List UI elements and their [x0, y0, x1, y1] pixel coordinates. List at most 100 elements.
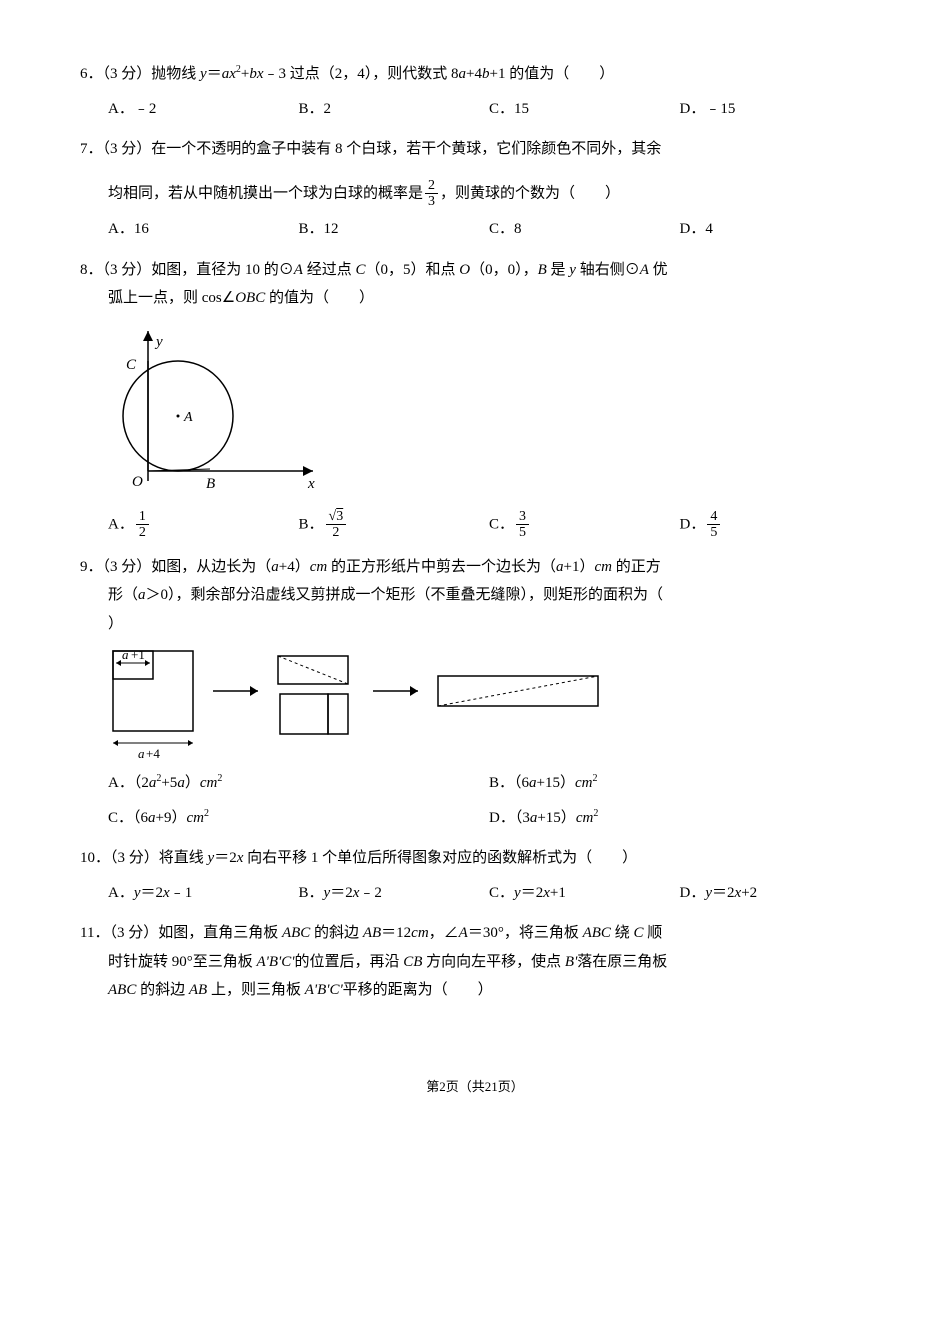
q10-opt-c: C．y＝2x+1 — [489, 879, 680, 908]
q11-l1b: 的斜边 — [310, 925, 363, 941]
q6-body2: +4 — [466, 66, 482, 82]
q8-l1e: 是 — [547, 262, 570, 278]
question-10: 10．（3 分）将直线 y＝2x 向右平移 1 个单位后所得图象对应的函数解析式… — [80, 844, 870, 907]
footer-d: 21 — [485, 1079, 498, 1094]
page-footer: 第2页（共21页） — [80, 1075, 870, 1100]
q10-opt-b: B．y＝2x﹣2 — [299, 879, 490, 908]
q11-line1: 11．（3 分）如图，直角三角板 ABC 的斜边 AB＝12cm，∠A＝30°，… — [80, 919, 870, 948]
q11-line2: 时针旋转 90°至三角板 A'B'C'的位置后，再沿 CB 方向向左平移，使点 … — [108, 948, 870, 977]
q6-opt-b: B．2 — [299, 95, 490, 124]
q9-oa3: ） — [185, 775, 200, 791]
q9-options: A．（2a2+5a）cm2 B．（6a+15）cm2 C．（6a+9）cm2 D… — [108, 769, 870, 832]
q11-l3c: 平移的距离为（ ） — [343, 982, 493, 998]
q9-l2a: 形（ — [108, 587, 138, 603]
q9-od1: D．（3 — [489, 810, 530, 826]
q6-body: 过点（2，4），则代数式 8 — [290, 66, 459, 82]
svg-text:x: x — [307, 476, 315, 492]
q9-l1e: 的正方 — [612, 559, 661, 575]
q9-oa1: A．（2 — [108, 775, 149, 791]
q8-line1: 8．（3 分）如图，直径为 10 的⊙A 经过点 C（0，5）和点 O（0，0）… — [80, 256, 870, 285]
q9-l2b: ＞0），剩余部分沿虚线又剪拼成一个矩形（不重叠无缝隙），则矩形的面积为（ — [146, 587, 664, 603]
svg-text:a: a — [138, 746, 145, 761]
q7-opt-d: D．4 — [680, 215, 871, 244]
q11-l1c: ＝12 — [381, 925, 411, 941]
q8-l2b: 的值为（ ） — [265, 290, 374, 306]
q9-line2: 形（a＞0），剩余部分沿虚线又剪拼成一个矩形（不重叠无缝隙），则矩形的面积为（ — [108, 581, 870, 610]
q9-oc2: +9） — [156, 810, 187, 826]
q9-line3: ） — [108, 610, 870, 639]
q10-t2: 向右平移 1 个单位后所得图象对应的函数解析式为（ ） — [243, 850, 637, 866]
q8-l1f: 轴右侧⊙ — [576, 262, 640, 278]
q8-opt-c: C．35 — [489, 509, 680, 541]
q10-ob: B． — [299, 885, 324, 901]
svg-text:B: B — [206, 476, 215, 492]
q9-l1a: 9．（3 分）如图，从边长为（ — [80, 559, 271, 575]
question-6: 6．（3 分）抛物线 y＝ax2+bx﹣3 过点（2，4），则代数式 8a+4b… — [80, 60, 870, 123]
footer-a: 第 — [426, 1079, 439, 1094]
question-7: 7．（3 分）在一个不透明的盒子中装有 8 个白球，若干个黄球，它们除颜色不同外… — [80, 135, 870, 244]
question-11: 11．（3 分）如图，直角三角板 ABC 的斜边 AB＝12cm，∠A＝30°，… — [80, 919, 870, 1005]
q9-l1b: +4） — [279, 559, 310, 575]
q7-line2b: ，则黄球的个数为（ ） — [440, 185, 620, 201]
q11-l2c: 方向向左平移，使点 — [422, 954, 565, 970]
q6-num: 6．（3 分）抛物线 — [80, 66, 200, 82]
fraction-2-3: 23 — [425, 178, 438, 210]
svg-text:y: y — [154, 334, 163, 350]
q6-opt-c: C．15 — [489, 95, 680, 124]
q11-l2d: 落在原三角板 — [577, 954, 667, 970]
svg-text:+1: +1 — [131, 647, 145, 662]
q9-svg: a+1 a +1 a +4 — [108, 646, 628, 761]
q6-body3: +1 的值为（ ） — [490, 66, 615, 82]
q11-l1f: 绕 — [611, 925, 634, 941]
question-9: 9．（3 分）如图，从边长为（a+4）cm 的正方形纸片中剪去一个边长为（a+1… — [80, 553, 870, 833]
q10-text: 10．（3 分）将直线 y＝2x 向右平移 1 个单位后所得图象对应的函数解析式… — [80, 844, 870, 873]
q8-opt-a: A．12 — [108, 509, 299, 541]
q9-opt-d: D．（3a+15）cm2 — [489, 804, 870, 833]
q8-l2a: 弧上一点，则 cos∠ — [108, 290, 235, 306]
svg-text:C: C — [126, 357, 137, 373]
q9-oa2: +5 — [161, 775, 177, 791]
q10-oa: A． — [108, 885, 134, 901]
footer-c: 页（共 — [446, 1079, 485, 1094]
q8-line2: 弧上一点，则 cos∠OBC 的值为（ ） — [108, 284, 870, 313]
q11-l2b: 的位置后，再沿 — [294, 954, 403, 970]
q10-options: A．y＝2x﹣1 B．y＝2x﹣2 C．y＝2x+1 D．y＝2x+2 — [108, 879, 870, 908]
q9-figure: a+1 a +1 a +4 — [108, 646, 870, 761]
q8-l1a: 8．（3 分）如图，直径为 10 的⊙ — [80, 262, 294, 278]
q8-opt-d-label: D． — [680, 516, 706, 532]
q8-opt-a-label: A． — [108, 516, 134, 532]
q9-opt-b: B．（6a+15）cm2 — [489, 769, 870, 798]
q7-options: A．16 B．12 C．8 D．4 — [108, 215, 870, 244]
q11-l3b: 上，则三角板 — [207, 982, 305, 998]
q6-text: 6．（3 分）抛物线 y＝ax2+bx﹣3 过点（2，4），则代数式 8a+4b… — [80, 60, 870, 89]
q7-line2a: 均相同，若从中随机摸出一个球为白球的概率是 — [108, 185, 423, 201]
q8-opt-c-label: C． — [489, 516, 514, 532]
q7-line2: 均相同，若从中随机摸出一个球为白球的概率是23，则黄球的个数为（ ） — [108, 178, 870, 210]
q11-l2a: 时针旋转 90°至三角板 — [108, 954, 257, 970]
q10-t1: 10．（3 分）将直线 — [80, 850, 208, 866]
q10-opt-a: A．y＝2x﹣1 — [108, 879, 299, 908]
q8-options: A．12 B．√32 C．35 D．45 — [108, 509, 870, 541]
q8-l1d: （0，0）， — [470, 262, 538, 278]
question-8: 8．（3 分）如图，直径为 10 的⊙A 经过点 C（0，5）和点 O（0，0）… — [80, 256, 870, 541]
q7-opt-a: A．16 — [108, 215, 299, 244]
q8-l1b: 经过点 — [303, 262, 356, 278]
q10-od: D． — [680, 885, 706, 901]
svg-text:O: O — [132, 474, 143, 490]
q8-figure: y x C O A B — [108, 321, 870, 501]
q7-line1: 7．（3 分）在一个不透明的盒子中装有 8 个白球，若干个黄球，它们除颜色不同外… — [80, 135, 870, 164]
q9-ob1: B．（6 — [489, 775, 529, 791]
q6-opt-d: D．﹣15 — [680, 95, 871, 124]
q8-l1c: （0，5）和点 — [365, 262, 459, 278]
q8-svg: y x C O A B — [108, 321, 328, 501]
q10-oc: C． — [489, 885, 514, 901]
q9-od2: +15） — [537, 810, 575, 826]
q8-opt-b-label: B． — [299, 516, 324, 532]
q11-line3: ABC 的斜边 AB 上，则三角板 A'B'C'平移的距离为（ ） — [108, 976, 870, 1005]
q6-opt-a: A．﹣2 — [108, 95, 299, 124]
q6-options: A．﹣2 B．2 C．15 D．﹣15 — [108, 95, 870, 124]
q8-l1g: 优 — [649, 262, 668, 278]
svg-text:a: a — [122, 647, 129, 662]
q10-opt-d: D．y＝2x+2 — [680, 879, 871, 908]
svg-text:+4: +4 — [146, 746, 160, 761]
